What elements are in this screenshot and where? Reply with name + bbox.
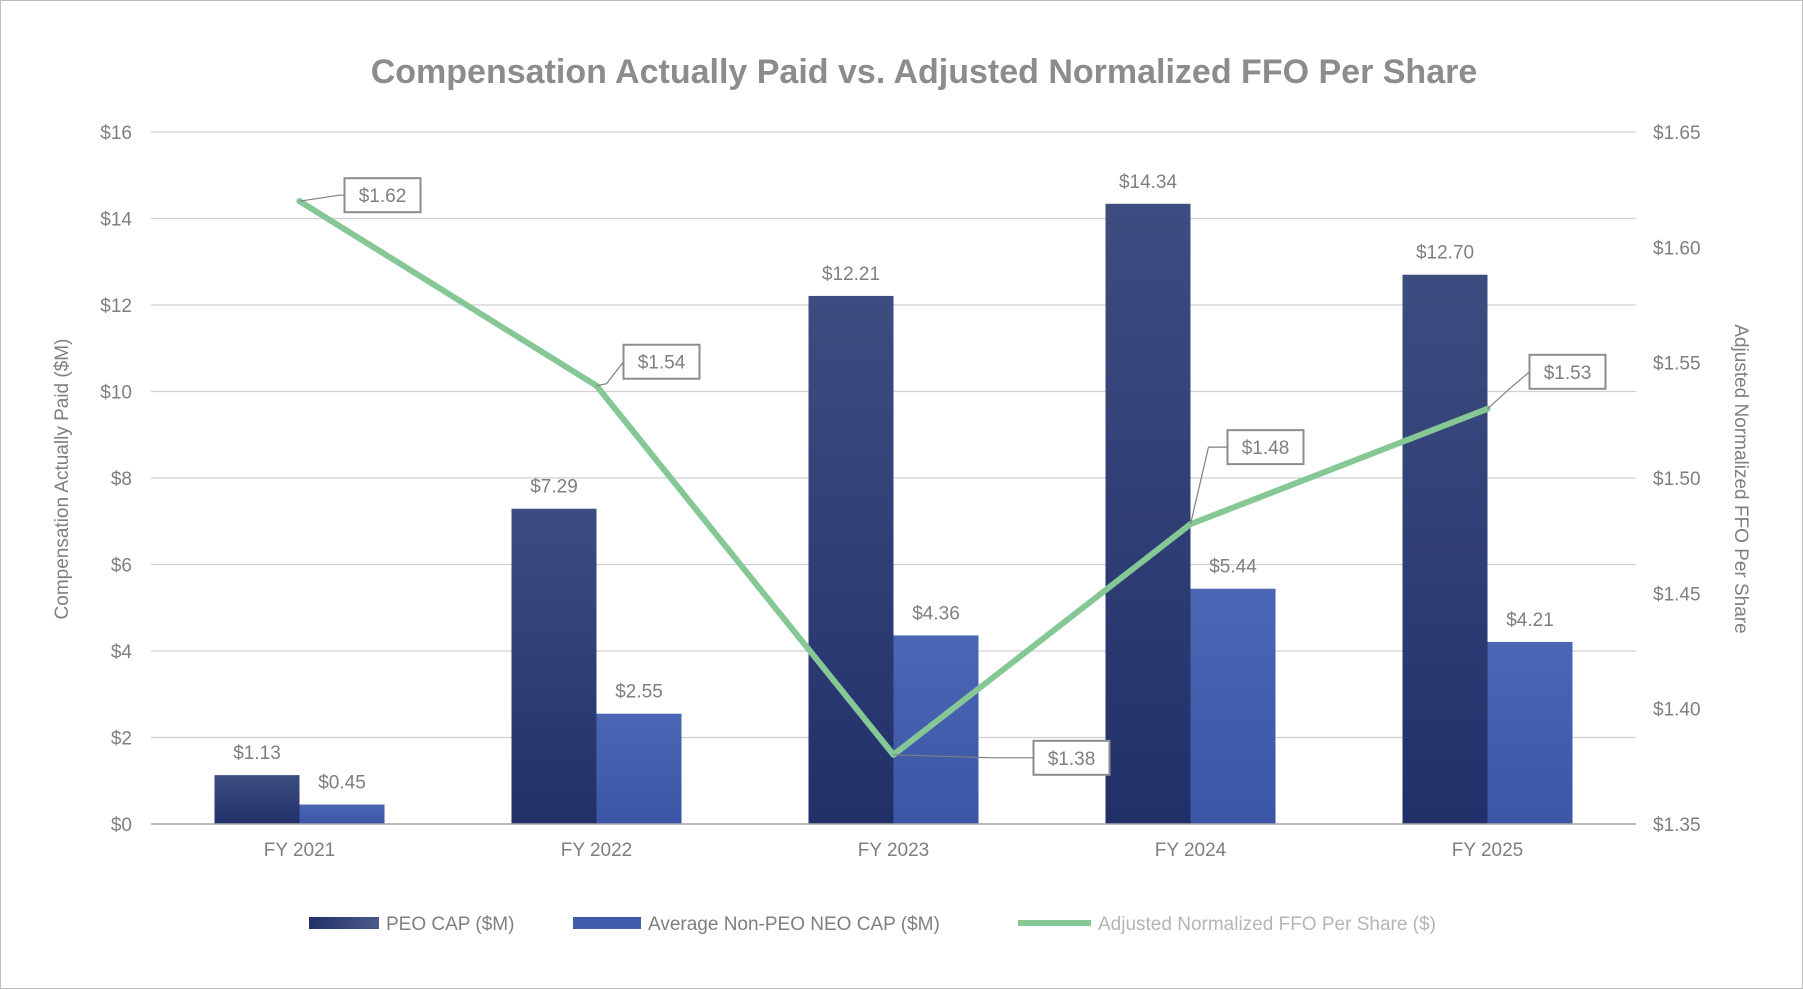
ffo-callout-leader xyxy=(299,194,345,202)
x-tick-label: FY 2023 xyxy=(858,840,929,861)
ffo-callout-label: $1.53 xyxy=(1544,363,1592,384)
legend-item-peo[interactable]: PEO CAP ($M) xyxy=(309,914,514,935)
left-tick-label: $10 xyxy=(100,383,132,404)
left-axis-ticks: $0 $2 $4 $6 $8 $10 $12 $14 $16 xyxy=(100,123,132,836)
left-tick-label: $8 xyxy=(111,469,132,490)
bar-peo-cap xyxy=(214,775,300,824)
bar-peo-cap xyxy=(1402,274,1488,825)
bar-label-peo-cap: $1.13 xyxy=(233,743,281,764)
bar-label-neo-cap: $0.45 xyxy=(318,773,366,794)
bar-neo-cap xyxy=(299,804,385,824)
right-axis-title: Adjusted Normalized FFO Per Share xyxy=(1730,324,1751,633)
bar-label-peo-cap: $7.29 xyxy=(530,477,578,498)
ffo-callout-box xyxy=(1528,353,1607,390)
legend-item-neo[interactable]: Average Non-PEO NEO CAP ($M) xyxy=(573,914,940,935)
right-axis-ticks: $1.35 $1.40 $1.45 $1.50 $1.55 $1.60 $1.65 xyxy=(1653,123,1701,836)
bar-neo-cap xyxy=(893,635,979,824)
ffo-callout-box xyxy=(622,343,701,380)
ffo-callout-box xyxy=(1032,739,1111,776)
bar-neo-cap xyxy=(1190,588,1276,824)
x-axis-ticks: FY 2021 FY 2022 FY 2023 FY 2024 FY 2025 xyxy=(264,840,1523,861)
legend-label-peo: PEO CAP ($M) xyxy=(386,914,514,935)
left-tick-label: $0 xyxy=(111,815,132,836)
ffo-callout-label: $1.38 xyxy=(1048,749,1096,770)
bar-label-peo-cap: $14.34 xyxy=(1119,172,1178,193)
chart-title: Compensation Actually Paid vs. Adjusted … xyxy=(371,53,1478,91)
ffo-callout-leader xyxy=(1189,446,1228,525)
left-tick-label: $4 xyxy=(111,642,133,663)
bar-label-neo-cap: $4.21 xyxy=(1506,610,1554,631)
ffo-callout-box xyxy=(1226,429,1305,466)
bar-label-neo-cap: $5.44 xyxy=(1209,557,1257,578)
bar-peo-cap xyxy=(511,508,597,824)
right-tick-label: $1.55 xyxy=(1653,354,1701,375)
x-tick-label: FY 2021 xyxy=(264,840,335,861)
legend-swatch-neo xyxy=(573,917,641,929)
bar-label-peo-cap: $12.21 xyxy=(822,264,880,285)
ffo-callout-leader xyxy=(1487,371,1530,410)
bar-label-peo-cap: $12.70 xyxy=(1416,243,1474,264)
line-data-labels: $1.62 $1.54 $1.38 $1.48 $1.53 xyxy=(299,177,1607,776)
ffo-callout-box xyxy=(343,177,422,214)
x-tick-label: FY 2024 xyxy=(1155,840,1227,861)
bar-data-labels: $1.13 $0.45 $7.29 $2.55 $12.21 $4.36 $14.34 $5.… xyxy=(233,172,1554,794)
x-tick-label: FY 2025 xyxy=(1452,840,1523,861)
ffo-callout-label: $1.62 xyxy=(359,186,407,207)
left-tick-label: $12 xyxy=(100,296,132,317)
bar-peo-cap xyxy=(1105,203,1191,825)
bar-label-neo-cap: $2.55 xyxy=(615,682,663,703)
legend-item-ffo[interactable]: Adjusted Normalized FFO Per Share ($) xyxy=(1018,914,1436,935)
bar-series xyxy=(214,203,1573,825)
ffo-callout-label: $1.48 xyxy=(1242,438,1290,459)
right-tick-label: $1.40 xyxy=(1653,700,1701,721)
bar-label-neo-cap: $4.36 xyxy=(912,603,960,624)
left-axis-title: Compensation Actually Paid ($M) xyxy=(52,339,73,620)
right-tick-label: $1.45 xyxy=(1653,584,1701,605)
left-tick-label: $16 xyxy=(100,123,132,144)
legend: PEO CAP ($M) Average Non-PEO NEO CAP ($M… xyxy=(309,914,1436,935)
ffo-callout-leader xyxy=(893,754,1034,759)
legend-label-ffo: Adjusted Normalized FFO Per Share ($) xyxy=(1098,914,1436,935)
left-tick-label: $14 xyxy=(100,210,132,231)
ffo-callout-leader xyxy=(596,361,624,387)
bar-neo-cap xyxy=(596,713,682,824)
x-tick-label: FY 2022 xyxy=(561,840,632,861)
bar-peo-cap xyxy=(808,295,894,825)
right-tick-label: $1.65 xyxy=(1653,123,1701,144)
right-tick-label: $1.50 xyxy=(1653,469,1701,490)
left-tick-label: $2 xyxy=(111,729,132,750)
legend-swatch-peo xyxy=(309,917,379,929)
ffo-callout-label: $1.54 xyxy=(638,353,686,374)
right-tick-label: $1.60 xyxy=(1653,238,1701,259)
right-tick-label: $1.35 xyxy=(1653,815,1701,836)
legend-label-neo: Average Non-PEO NEO CAP ($M) xyxy=(648,914,940,935)
left-tick-label: $6 xyxy=(111,556,132,577)
bar-neo-cap xyxy=(1487,641,1573,824)
